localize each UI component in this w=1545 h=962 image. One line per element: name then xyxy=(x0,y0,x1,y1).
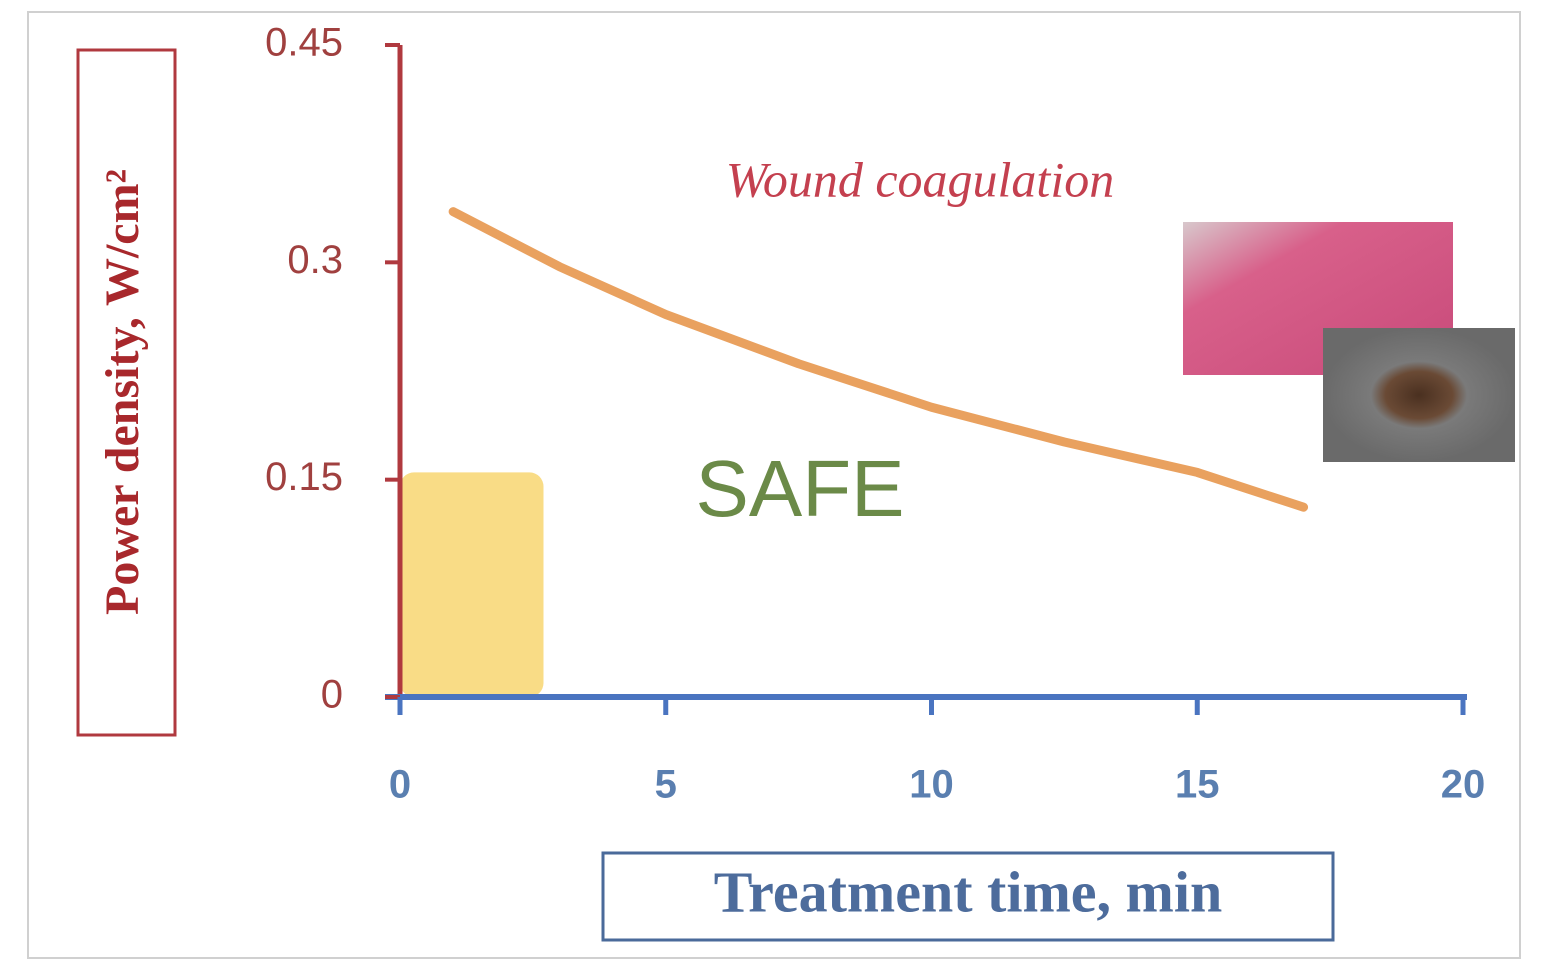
y-tick-label: 0.15 xyxy=(265,455,343,499)
y-axis-label: Power density, W/cm² xyxy=(96,169,149,615)
y-tick-label: 0 xyxy=(321,673,343,717)
annotation: SAFE xyxy=(696,444,905,533)
photo xyxy=(1323,328,1515,462)
data-line xyxy=(448,207,1309,512)
x-tick-label: 20 xyxy=(1441,763,1486,807)
y-tick-label: 0.45 xyxy=(265,21,343,65)
annotation: Wound coagulation xyxy=(726,151,1114,207)
y-label-box xyxy=(76,48,177,737)
x-axis-label: Treatment time, min xyxy=(714,859,1222,924)
x-tick-label: 15 xyxy=(1175,763,1220,807)
x-tick-label: 5 xyxy=(655,763,677,807)
chart-frame xyxy=(27,11,1521,959)
y-tick-label: 0.3 xyxy=(287,238,343,282)
x-label-box xyxy=(601,851,1335,942)
x-tick-label: 0 xyxy=(389,763,411,807)
x-tick-label: 10 xyxy=(909,763,954,807)
safe-zone xyxy=(400,472,544,697)
